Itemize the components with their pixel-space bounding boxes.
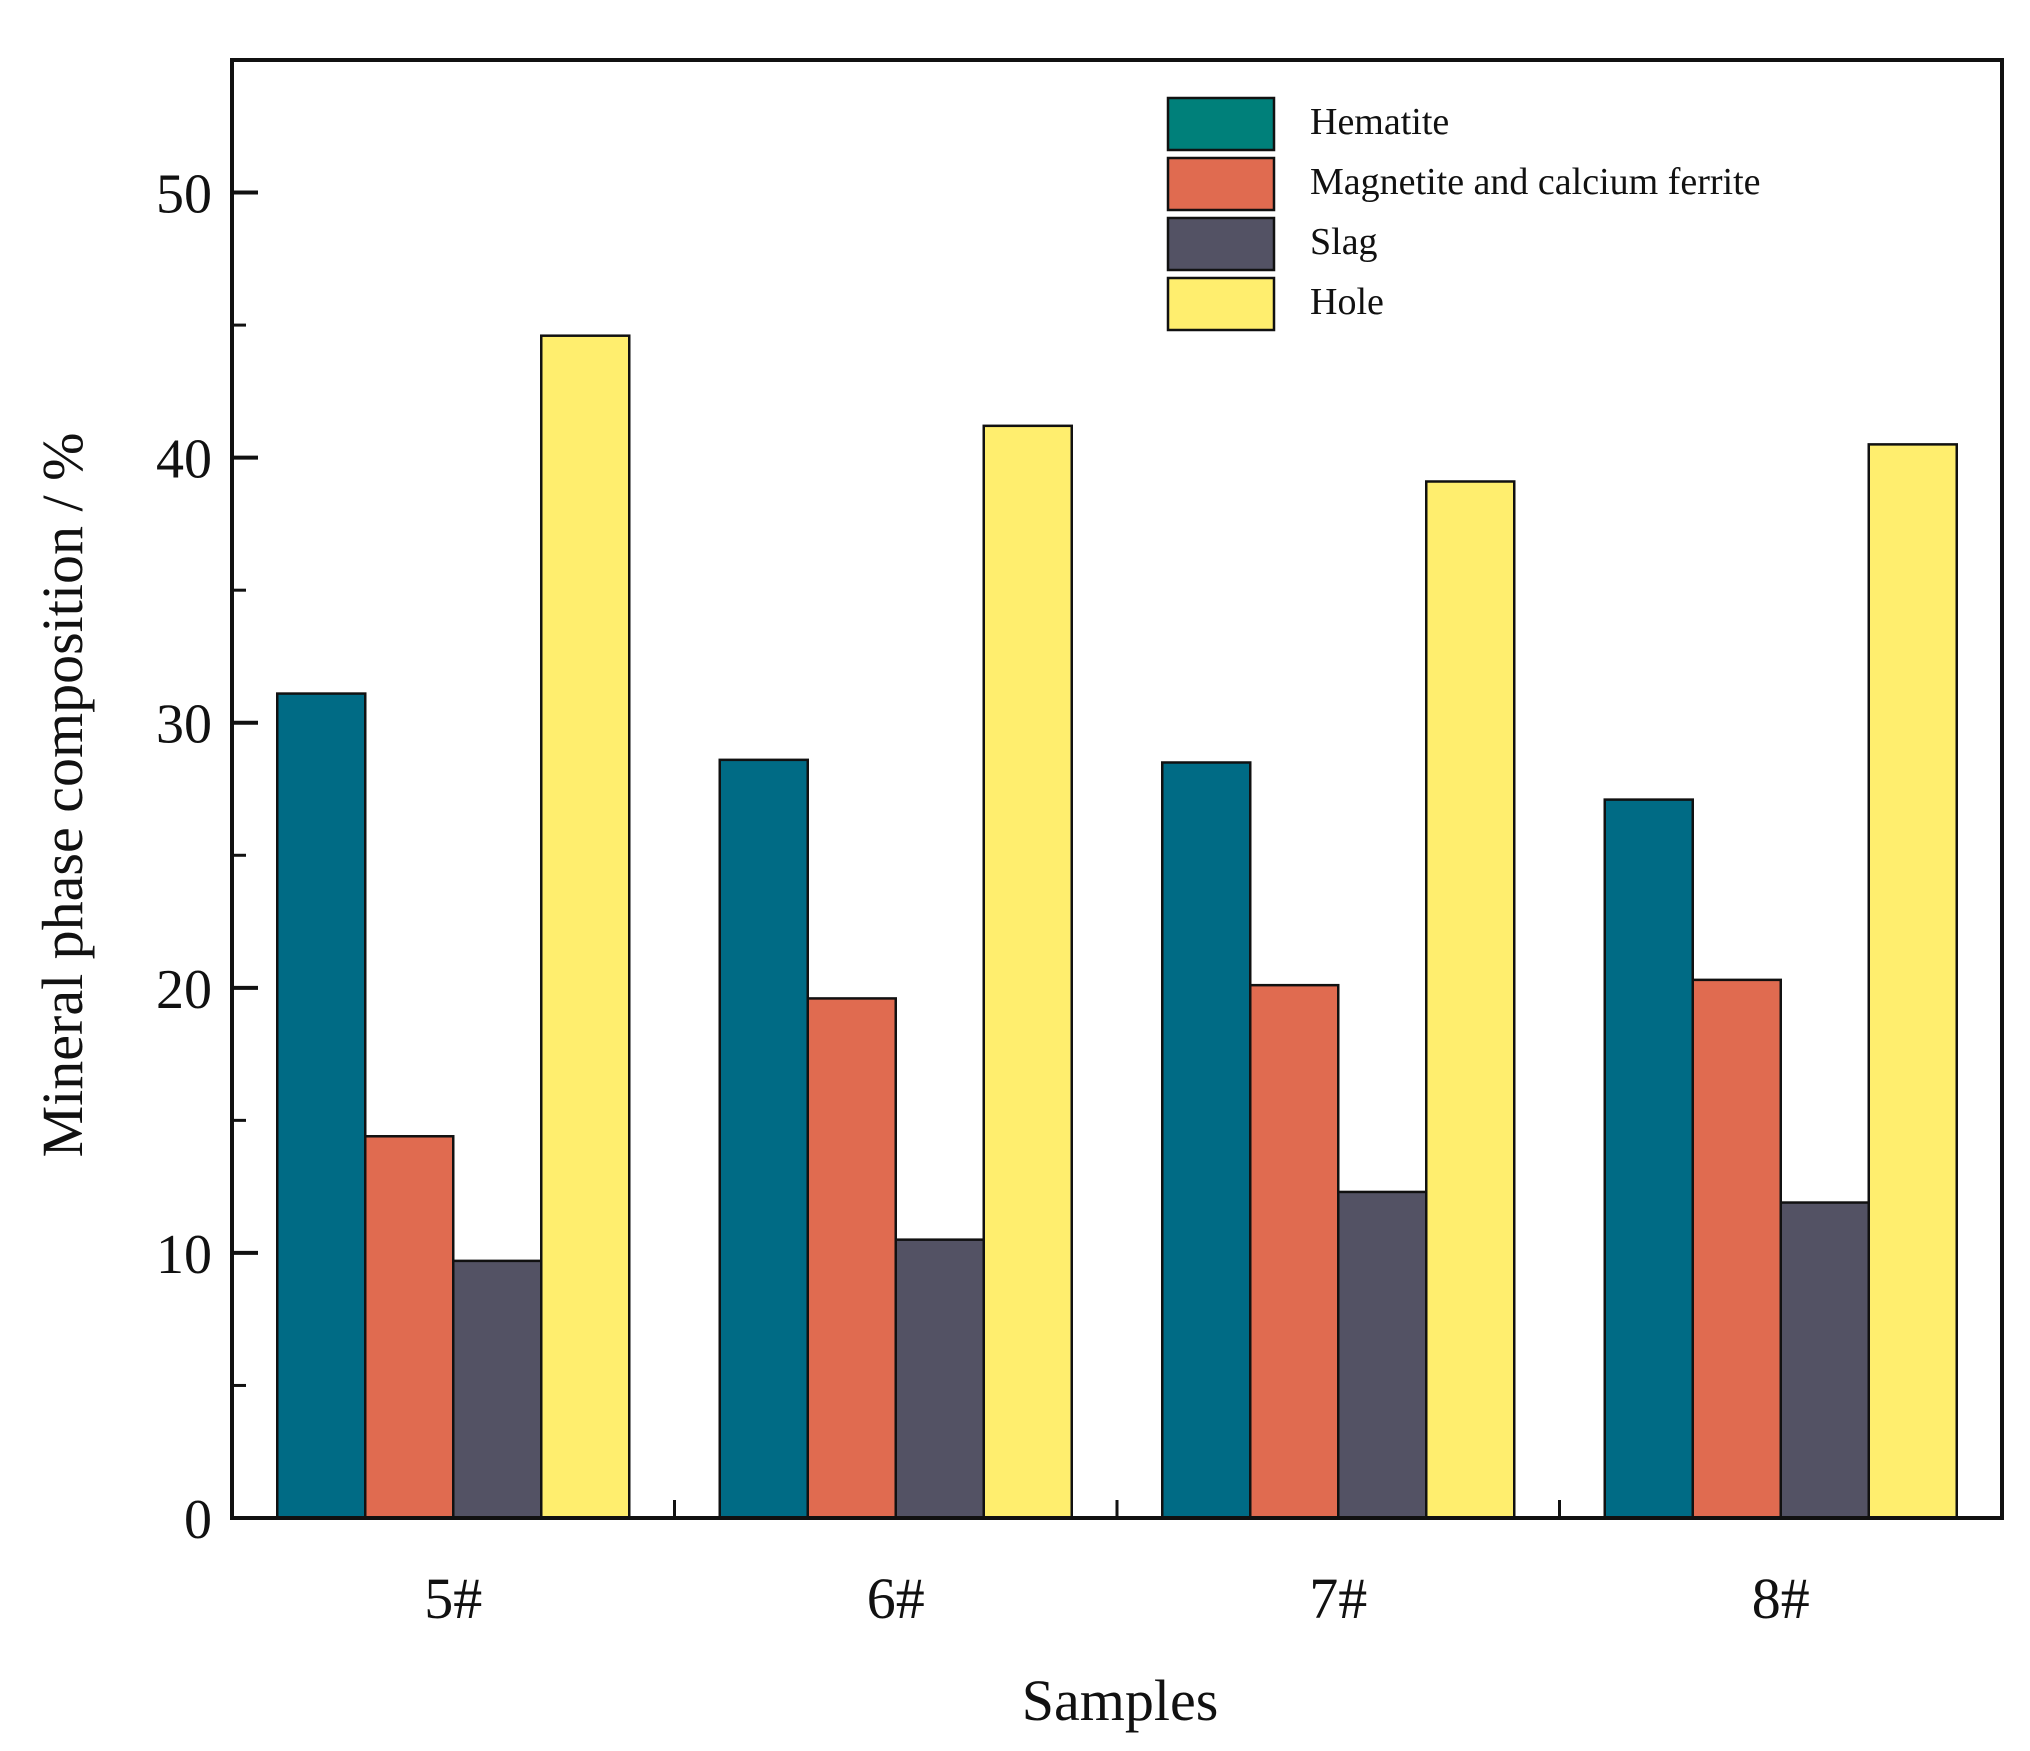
y-tick-label: 0 xyxy=(184,1489,212,1551)
bars-layer xyxy=(276,334,1958,1520)
legend-swatch-hole xyxy=(1166,276,1276,332)
bar-hole-5 xyxy=(540,334,631,1520)
y-tick-label: 10 xyxy=(156,1224,212,1286)
x-tick-label: 6# xyxy=(867,1566,925,1631)
x-tick-label: 5# xyxy=(424,1566,482,1631)
legend-swatch-slag xyxy=(1166,216,1276,272)
legend-label-hematite: Hematite xyxy=(1310,101,1449,143)
legend-swatch-magnetite-and-calcium-ferrite xyxy=(1166,156,1276,212)
bar-slag-5 xyxy=(452,1259,543,1520)
x-tick-label: 7# xyxy=(1309,1566,1367,1631)
bar-slag-6 xyxy=(894,1238,985,1520)
legend-label-slag: Slag xyxy=(1310,221,1378,263)
y-tick-label: 30 xyxy=(156,694,212,756)
x-tick-label: 8# xyxy=(1752,1566,1810,1631)
y-tick-label: 40 xyxy=(156,429,212,491)
bar-magnetite-and-calcium-ferrite-6 xyxy=(806,997,897,1520)
bar-slag-8 xyxy=(1779,1201,1870,1520)
bar-magnetite-and-calcium-ferrite-8 xyxy=(1691,978,1782,1520)
bar-hematite-5 xyxy=(276,692,367,1520)
axes-layer: 5# 6# 7# 8# 0 10 20 30 40 50 xyxy=(156,58,2004,1631)
bar-hematite-6 xyxy=(718,758,809,1520)
bar-hole-8 xyxy=(1867,443,1958,1520)
bar-hematite-8 xyxy=(1603,798,1694,1520)
y-tick-label: 50 xyxy=(156,164,212,226)
bar-hematite-7 xyxy=(1161,761,1252,1520)
bar-hole-7 xyxy=(1425,480,1516,1520)
bar-hole-6 xyxy=(982,424,1073,1520)
y-axis-title: Mineral phase composition / % xyxy=(30,433,95,1158)
y-tick-label: 20 xyxy=(156,959,212,1021)
legend: Hematite Magnetite and calcium ferrite Sla… xyxy=(1166,96,1761,332)
legend-label-magnetite-and-calcium-ferrite: Magnetite and calcium ferrite xyxy=(1310,161,1761,203)
legend-label-hole: Hole xyxy=(1310,281,1384,323)
x-axis-title: Samples xyxy=(1022,1668,1219,1733)
bar-magnetite-and-calcium-ferrite-7 xyxy=(1249,983,1340,1520)
legend-swatch-hematite xyxy=(1166,96,1276,152)
bar-slag-7 xyxy=(1337,1190,1428,1520)
bar-magnetite-and-calcium-ferrite-5 xyxy=(364,1135,455,1520)
